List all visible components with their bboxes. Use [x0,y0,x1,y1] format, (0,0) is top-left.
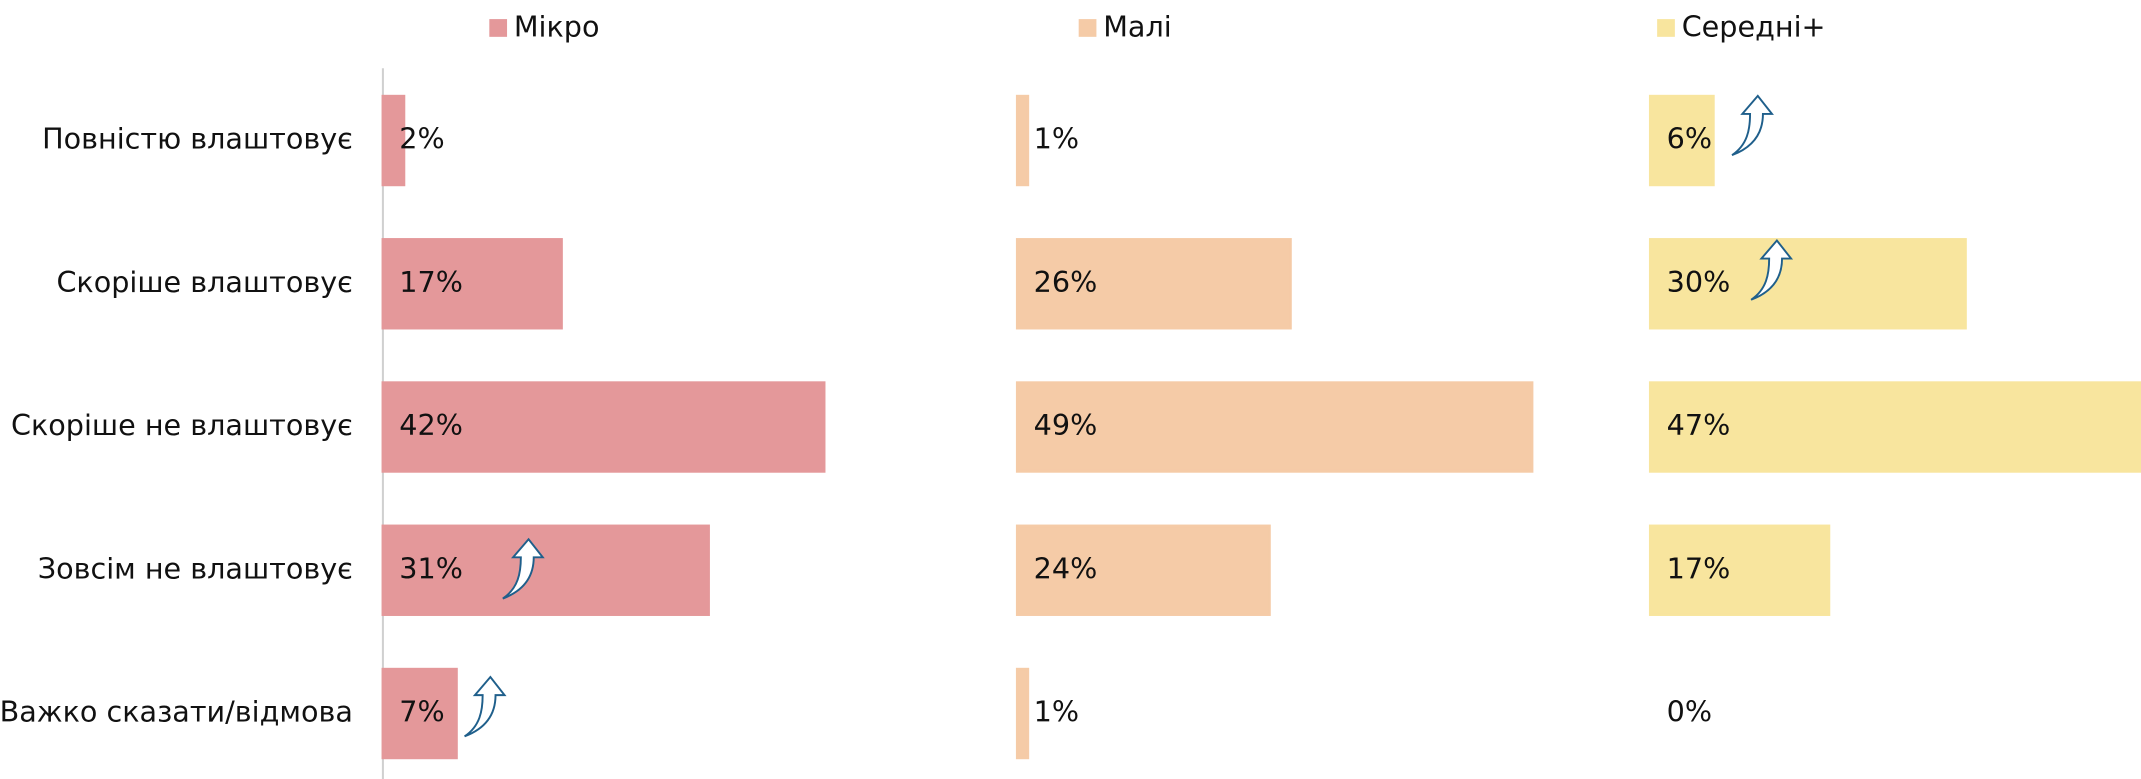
bar [1015,381,1534,473]
legend-swatch [489,19,508,37]
category-label: Скоріше не влаштовує [11,408,353,442]
legend-label: Середні+ [1682,10,1826,44]
value-label: 30% [1667,265,1731,299]
value-label: 47% [1667,408,1731,442]
value-label: 0% [1667,695,1712,729]
bar [1015,238,1292,330]
category-label: Скоріше влаштовує [56,265,352,299]
value-label: 17% [1667,551,1731,585]
bar [381,667,458,760]
value-label: 24% [1034,551,1098,585]
bar [1648,524,1831,616]
bar [1648,381,2141,473]
category-label: Повністю влаштовує [42,122,353,156]
bar [1648,94,1715,187]
value-label: 2% [399,122,444,156]
legend-label: Мікро [514,10,600,44]
legend-label: Малі [1103,10,1172,44]
bar [1015,524,1271,616]
value-label: 7% [399,695,444,729]
value-label: 26% [1034,265,1098,299]
bar [1015,94,1030,187]
legend-swatch [1657,19,1675,37]
value-label: 6% [1667,122,1712,156]
bar [1015,667,1030,760]
value-label: 49% [1034,408,1098,442]
legend-swatch [1078,19,1097,37]
value-label: 1% [1034,695,1079,729]
category-label: Зовсім не влаштовує [38,551,353,585]
bar [381,94,406,187]
value-label: 1% [1034,122,1079,156]
value-label: 31% [399,551,463,585]
bar [381,381,826,473]
bar [1648,238,1967,330]
value-label: 42% [399,408,463,442]
significance-arrow [1731,94,1773,157]
category-label: Важко сказати/відмова [0,695,353,729]
bar [381,524,710,616]
bar [381,238,563,330]
value-label: 17% [399,265,463,299]
significance-arrow [463,676,506,738]
